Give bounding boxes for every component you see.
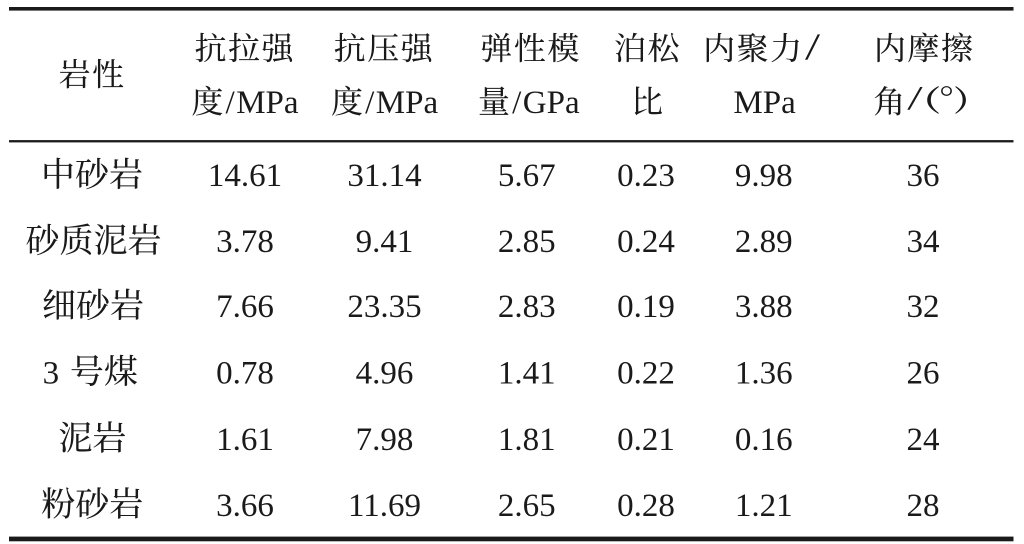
svg-text:MPa: MPa [376,85,439,121]
svg-text:1.36: 1.36 [735,355,793,391]
svg-text:36: 36 [907,158,940,194]
svg-text:0.22: 0.22 [617,355,675,391]
svg-text:9.41: 9.41 [356,224,414,260]
svg-text:1.81: 1.81 [498,422,556,458]
svg-text:MPa: MPa [236,85,299,121]
svg-text:/: / [365,85,375,121]
svg-text:3.66: 3.66 [216,488,274,524]
svg-text:26: 26 [907,355,940,391]
svg-text:32: 32 [907,289,940,325]
svg-text:34: 34 [907,224,940,260]
svg-text:11.69: 11.69 [348,488,421,524]
svg-text:/: / [226,85,236,121]
svg-text:14.61: 14.61 [208,158,282,194]
svg-text:/: / [512,85,522,121]
svg-text:3.78: 3.78 [216,224,274,260]
svg-text:24: 24 [907,422,940,458]
svg-text:0.78: 0.78 [216,355,274,391]
svg-text:7.98: 7.98 [356,422,414,458]
svg-text:7.66: 7.66 [216,289,274,325]
svg-text:1.61: 1.61 [216,422,274,458]
svg-text:23.35: 23.35 [347,289,421,325]
svg-text:3.88: 3.88 [735,289,793,325]
svg-text:1.41: 1.41 [498,355,556,391]
svg-text:0.28: 0.28 [617,488,675,524]
svg-text:0.23: 0.23 [617,158,675,194]
svg-text:2.85: 2.85 [498,224,556,260]
svg-text:GPa: GPa [523,85,580,121]
svg-text:4.96: 4.96 [356,355,414,391]
svg-text:31.14: 31.14 [347,158,421,194]
svg-text:0.19: 0.19 [617,289,675,325]
svg-text:0.21: 0.21 [617,422,675,458]
svg-text:3: 3 [43,355,60,391]
svg-text:2.83: 2.83 [498,289,556,325]
svg-text:9.98: 9.98 [735,158,793,194]
svg-text:2.89: 2.89 [735,224,793,260]
svg-text:MPa: MPa [733,85,796,121]
svg-text:0.24: 0.24 [617,224,675,260]
svg-text:2.65: 2.65 [498,488,556,524]
svg-text:5.67: 5.67 [498,158,556,194]
svg-text:28: 28 [907,488,940,524]
svg-text:0.16: 0.16 [735,422,793,458]
svg-text:1.21: 1.21 [735,488,793,524]
